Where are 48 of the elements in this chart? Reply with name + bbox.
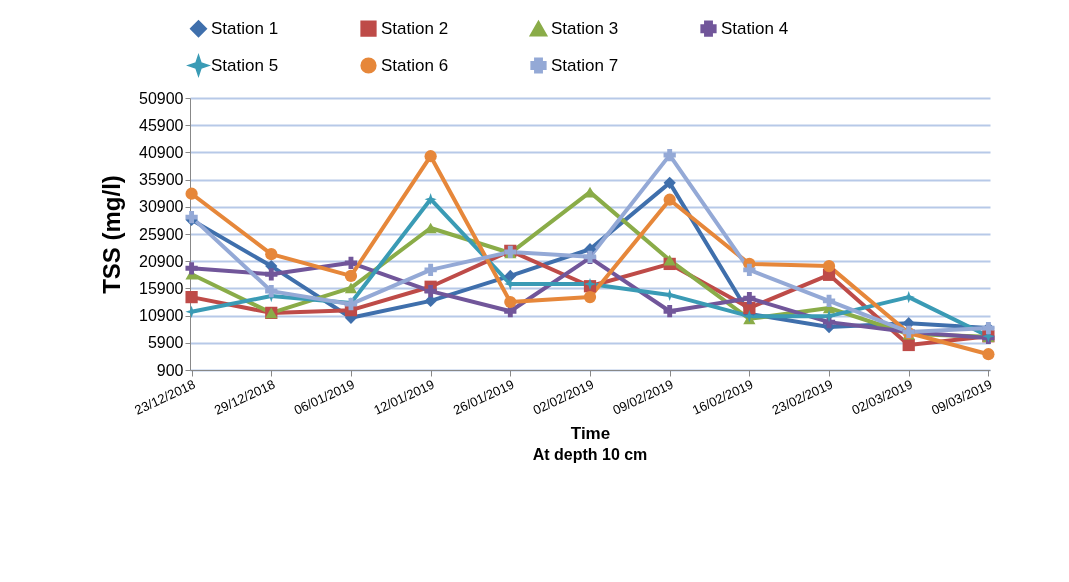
point — [185, 290, 198, 304]
point — [265, 248, 278, 261]
point — [663, 176, 676, 189]
point — [424, 285, 437, 298]
legend-label: Station 3 — [551, 19, 619, 39]
point — [982, 348, 995, 361]
point — [822, 294, 836, 308]
point — [663, 305, 676, 318]
point — [265, 268, 278, 281]
point — [902, 338, 915, 352]
y-tick-label: 15900 — [139, 279, 184, 297]
point — [663, 149, 676, 162]
y-tick-label: 40900 — [139, 143, 184, 161]
y-tick-label: 20900 — [139, 252, 184, 270]
legend-label: Station 5 — [211, 55, 279, 75]
point — [344, 282, 358, 294]
y-tick-label: 10900 — [139, 307, 184, 325]
point — [743, 263, 756, 277]
point — [185, 187, 198, 200]
point — [743, 292, 756, 305]
point — [424, 150, 437, 163]
legend-label: Station 6 — [381, 55, 449, 75]
point — [663, 254, 676, 266]
y-tick-label: 30900 — [139, 198, 184, 216]
legend-label: Station 2 — [381, 18, 449, 38]
legend-label: Station 1 — [211, 18, 279, 38]
point — [504, 295, 517, 309]
x-axis-title: Time — [570, 423, 611, 443]
point — [902, 290, 915, 304]
y-tick-label: 50900 — [139, 89, 184, 107]
y-tick-label: 45900 — [139, 116, 184, 134]
point — [344, 269, 358, 282]
point — [822, 259, 836, 273]
text: At depth 10 cm — [532, 446, 648, 464]
y-tick-label: 5900 — [147, 334, 184, 352]
point — [663, 193, 676, 206]
point — [344, 256, 358, 269]
point — [583, 290, 597, 304]
y-tick-label: 25900 — [139, 225, 184, 243]
y-axis-title: TSS (mg/l) — [98, 175, 126, 294]
legend-label: Station 4 — [721, 18, 789, 38]
point — [265, 285, 278, 298]
legend-label: Station 7 — [551, 55, 619, 75]
y-tick-label: 35900 — [139, 171, 184, 189]
point — [185, 262, 198, 275]
point — [424, 193, 437, 206]
point — [424, 263, 437, 277]
y-tick-label: 900 — [156, 361, 184, 379]
